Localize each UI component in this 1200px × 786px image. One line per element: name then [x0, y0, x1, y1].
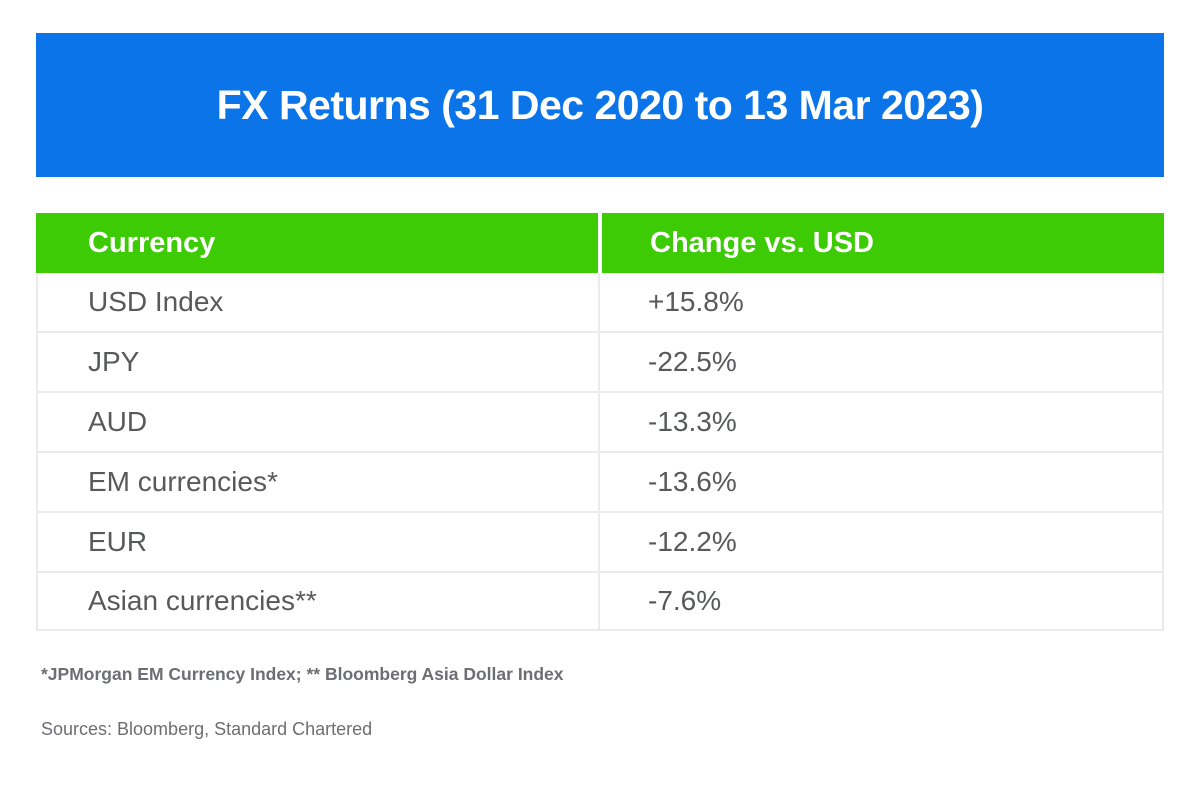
page-title: FX Returns (31 Dec 2020 to 13 Mar 2023): [216, 81, 984, 128]
table-body: USD Index +15.8% JPY -22.5% AUD -13.3% E…: [36, 273, 1164, 631]
footnote-index-definitions: *JPMorgan EM Currency Index; ** Bloomber…: [41, 664, 564, 684]
table-header-row: Currency Change vs. USD: [36, 213, 1164, 273]
cell-currency: EM currencies*: [38, 453, 600, 511]
cell-change: -13.6%: [648, 466, 737, 497]
table-row: JPY -22.5%: [38, 333, 1162, 393]
header-cell-currency: Currency: [36, 213, 598, 273]
table-row: Asian currencies** -7.6%: [38, 573, 1162, 629]
table-row: USD Index +15.8%: [38, 273, 1162, 333]
header-cell-change: Change vs. USD: [602, 213, 1164, 273]
title-banner: FX Returns (31 Dec 2020 to 13 Mar 2023): [36, 33, 1164, 177]
cell-change: +15.8%: [648, 286, 744, 317]
table-row: EUR -12.2%: [38, 513, 1162, 573]
cell-change: -13.3%: [648, 406, 737, 437]
cell-change: -12.2%: [648, 526, 737, 557]
cell-currency: JPY: [38, 333, 600, 391]
table-row: AUD -13.3%: [38, 393, 1162, 453]
cell-change: -7.6%: [648, 585, 722, 616]
table-row: EM currencies* -13.6%: [38, 453, 1162, 513]
cell-change: -22.5%: [648, 346, 737, 377]
cell-currency: Asian currencies**: [38, 573, 600, 629]
cell-currency: AUD: [38, 393, 600, 451]
cell-currency: EUR: [38, 513, 600, 571]
fx-returns-table: Currency Change vs. USD USD Index +15.8%…: [36, 213, 1164, 631]
cell-currency: USD Index: [38, 273, 600, 331]
footnote-sources: Sources: Bloomberg, Standard Chartered: [41, 719, 373, 739]
header-column-divider: [598, 213, 602, 273]
